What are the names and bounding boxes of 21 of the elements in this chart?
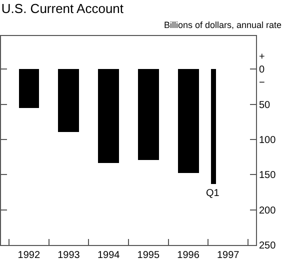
x-tick-label: 1994	[97, 250, 120, 261]
bar	[178, 69, 199, 173]
y-tick-label: 50	[259, 100, 271, 111]
x-tick-label: 1995	[137, 250, 160, 261]
y-tick-label: 200	[259, 205, 276, 216]
y-tick-label: 150	[259, 170, 276, 182]
chart-subtitle: Billions of dollars, annual rate	[164, 20, 282, 30]
y-tick-label: 100	[259, 134, 276, 146]
bar	[98, 69, 119, 163]
bar	[58, 69, 79, 132]
y-tick-label: 250	[259, 240, 276, 252]
x-tick-label: 1997	[216, 250, 240, 261]
bar	[211, 69, 216, 184]
y-tick-label: + 0 −	[259, 52, 265, 89]
x-tick-label: 1993	[58, 250, 80, 261]
annotation: Q1	[206, 188, 220, 199]
x-tick-label: 1996	[177, 250, 200, 261]
bar	[19, 69, 39, 108]
x-tick-label: 1992	[18, 250, 40, 261]
bar	[138, 69, 159, 160]
chart-title: U.S. Current Account	[1, 1, 124, 16]
